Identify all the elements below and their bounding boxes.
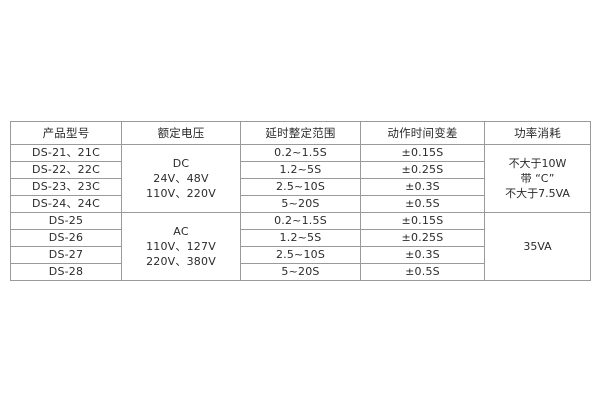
- table-row: DS-26 1.2~5S ±0.25S: [10, 229, 591, 247]
- cell-time-variance: ±0.25S: [360, 229, 485, 247]
- cell-delay-range: 1.2~5S: [240, 161, 361, 179]
- power-line-1: 35VA: [523, 240, 552, 253]
- cell-delay-range: 1.2~5S: [240, 229, 361, 247]
- cell-product-model: DS-22、22C: [10, 161, 122, 179]
- column-header-rated-voltage: 额定电压: [121, 121, 241, 145]
- voltage-type-label: AC: [173, 225, 189, 238]
- table-row: DS-22、22C 1.2~5S ±0.25S: [10, 161, 591, 179]
- cell-rated-voltage-dc: DC 24V、48V 110V、220V: [121, 144, 241, 213]
- header-row: 产品型号 额定电压 延时整定范围 动作时间变差 功率消耗: [10, 121, 591, 145]
- cell-product-model: DS-25: [10, 212, 122, 230]
- table-body: DS-21、21C DC 24V、48V 110V、220V 0.2~1.5S …: [10, 144, 591, 281]
- cell-product-model: DS-28: [10, 263, 122, 281]
- power-line-2: 带 “C”: [520, 172, 555, 185]
- column-header-delay-range: 延时整定范围: [240, 121, 361, 145]
- cell-power-consumption-ac: 35VA: [484, 212, 591, 281]
- column-header-power-consumption: 功率消耗: [484, 121, 591, 145]
- cell-delay-range: 5~20S: [240, 195, 361, 213]
- table-header: 产品型号 额定电压 延时整定范围 动作时间变差 功率消耗: [10, 121, 591, 145]
- cell-power-consumption-dc: 不大于10W 带 “C” 不大于7.5VA: [484, 144, 591, 213]
- voltage-values-line-1: 24V、48V: [153, 172, 209, 185]
- column-header-product-model: 产品型号: [10, 121, 122, 145]
- cell-time-variance: ±0.15S: [360, 144, 485, 162]
- cell-product-model: DS-27: [10, 246, 122, 264]
- cell-time-variance: ±0.3S: [360, 178, 485, 196]
- cell-time-variance: ±0.5S: [360, 195, 485, 213]
- cell-delay-range: 5~20S: [240, 263, 361, 281]
- cell-delay-range: 2.5~10S: [240, 246, 361, 264]
- column-header-time-variance: 动作时间变差: [360, 121, 485, 145]
- power-line-1: 不大于10W: [508, 157, 567, 170]
- cell-time-variance: ±0.3S: [360, 246, 485, 264]
- cell-product-model: DS-26: [10, 229, 122, 247]
- cell-delay-range: 2.5~10S: [240, 178, 361, 196]
- table-row: DS-27 2.5~10S ±0.3S: [10, 246, 591, 264]
- voltage-values-line-1: 110V、127V: [146, 240, 216, 253]
- power-line-3: 不大于7.5VA: [505, 187, 570, 200]
- cell-time-variance: ±0.15S: [360, 212, 485, 230]
- voltage-type-label: DC: [172, 157, 190, 170]
- cell-product-model: DS-23、23C: [10, 178, 122, 196]
- voltage-values-line-2: 220V、380V: [146, 255, 216, 268]
- cell-time-variance: ±0.5S: [360, 263, 485, 281]
- cell-rated-voltage-ac: AC 110V、127V 220V、380V: [121, 212, 241, 281]
- cell-delay-range: 0.2~1.5S: [240, 144, 361, 162]
- cell-product-model: DS-21、21C: [10, 144, 122, 162]
- voltage-values-line-2: 110V、220V: [146, 187, 216, 200]
- table-row: DS-25 AC 110V、127V 220V、380V 0.2~1.5S ±0…: [10, 212, 591, 281]
- table-row: DS-28 5~20S ±0.5S: [10, 263, 591, 281]
- relay-specification-table: 产品型号 额定电压 延时整定范围 动作时间变差 功率消耗 DS-21、21C D…: [10, 121, 591, 281]
- table-row: DS-23、23C 2.5~10S ±0.3S: [10, 178, 591, 196]
- cell-delay-range: 0.2~1.5S: [240, 212, 361, 230]
- cell-time-variance: ±0.25S: [360, 161, 485, 179]
- cell-product-model: DS-24、24C: [10, 195, 122, 213]
- table-row: DS-21、21C DC 24V、48V 110V、220V 0.2~1.5S …: [10, 144, 591, 213]
